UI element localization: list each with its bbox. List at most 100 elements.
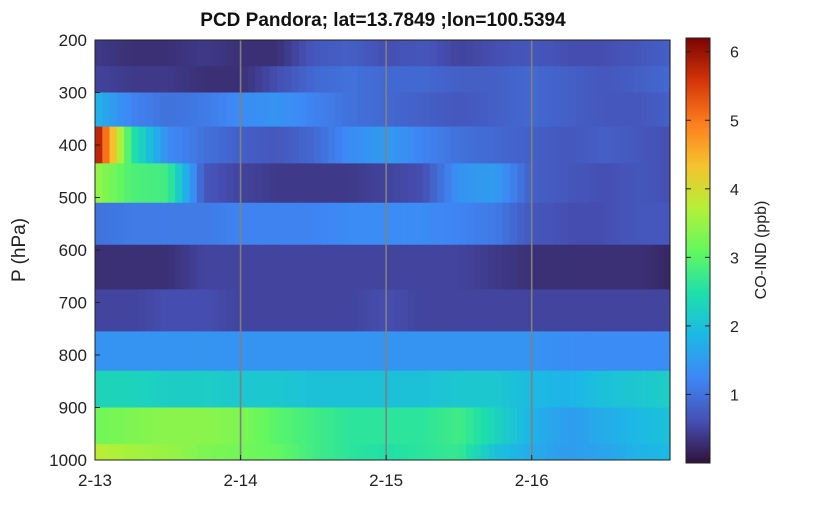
heatmap-cell <box>226 244 234 290</box>
heatmap-cell <box>327 202 336 246</box>
heatmap-cell <box>131 407 140 445</box>
heatmap-cell <box>131 370 140 408</box>
heatmap-cell <box>276 66 285 93</box>
heatmap-cell <box>473 66 482 93</box>
colorbar-tick-label: 6 <box>730 45 739 62</box>
heatmap-cell <box>546 40 555 67</box>
heatmap-cell <box>546 163 555 204</box>
heatmap-cell <box>175 407 183 445</box>
y-axis: 200 300 400 500 600 700 800 900 1000 <box>49 31 100 470</box>
heatmap-cell <box>276 92 285 128</box>
heatmap-cell <box>619 444 627 461</box>
heatmap-cell <box>422 126 431 164</box>
heatmap-cell <box>502 407 511 445</box>
heatmap-cell <box>658 92 665 128</box>
heatmap-cell <box>116 444 125 461</box>
heatmap-cell <box>524 202 533 246</box>
heatmap-cell <box>495 163 504 204</box>
heatmap-cell <box>182 331 191 372</box>
heatmap-cell <box>531 444 540 461</box>
heatmap-cell <box>204 202 213 246</box>
heatmap-cell <box>524 40 533 67</box>
heatmap-cell <box>131 163 140 204</box>
heatmap-cell <box>619 126 627 164</box>
heatmap-cell <box>320 92 329 128</box>
heatmap-cell <box>466 331 475 372</box>
heatmap-cell <box>211 331 220 372</box>
heatmap-cell <box>582 40 591 67</box>
heatmap-cell <box>182 370 191 408</box>
heatmap-cell <box>415 66 424 93</box>
heatmap-cell <box>589 66 598 93</box>
heatmap-cell <box>393 370 402 408</box>
heatmap-cell <box>538 66 547 93</box>
heatmap-cell <box>182 66 191 93</box>
heatmap-cell <box>640 289 648 332</box>
heatmap-cell <box>357 92 365 128</box>
heatmap-cell <box>589 163 598 204</box>
heatmap-cell <box>546 126 555 164</box>
heatmap-cell <box>109 289 118 332</box>
heatmap-cell <box>553 407 562 445</box>
heatmap-cell <box>553 202 562 246</box>
heatmap-cell <box>211 202 220 246</box>
heatmap-cell <box>400 370 409 408</box>
heatmap-cell <box>160 370 169 408</box>
heatmap-cell <box>664 40 671 67</box>
heatmap-cell <box>211 66 220 93</box>
heatmap-cell <box>357 202 365 246</box>
heatmap-cell <box>124 289 132 332</box>
heatmap-cell <box>611 244 620 290</box>
heatmap-cell <box>437 244 445 290</box>
heatmap-cell <box>291 40 300 67</box>
heatmap-cell <box>364 407 373 445</box>
heatmap-cell <box>611 40 620 67</box>
heatmap-cell <box>429 92 438 128</box>
heatmap-cell <box>95 163 103 204</box>
heatmap-cell <box>240 444 249 461</box>
heatmap-cell <box>182 407 191 445</box>
heatmap-cell <box>646 126 654 164</box>
heatmap-cell <box>167 370 176 408</box>
heatmap-cell <box>619 331 627 372</box>
heatmap-cell <box>582 126 591 164</box>
heatmap-cell <box>240 331 249 372</box>
heatmap-cell <box>342 40 351 67</box>
heatmap-cell <box>509 92 518 128</box>
heatmap-cell <box>633 202 642 246</box>
heatmap-cell <box>531 126 540 164</box>
heatmap-cell <box>291 289 300 332</box>
colorbar-tick-label: 5 <box>730 113 739 130</box>
heatmap-cell <box>658 289 665 332</box>
heatmap-cell <box>371 40 380 67</box>
heatmap-cell <box>138 126 147 164</box>
heatmap-cell <box>175 444 183 461</box>
heatmap-cell <box>524 66 533 93</box>
vertical-gridlines <box>239 40 533 460</box>
heatmap-cell <box>509 40 518 67</box>
heatmap-cell <box>291 370 300 408</box>
heatmap-cell <box>298 244 307 290</box>
heatmap-cell <box>582 289 591 332</box>
heatmap-cell <box>560 126 569 164</box>
heatmap-cell <box>349 244 358 290</box>
heatmap-cell <box>553 289 562 332</box>
heatmap-cell <box>182 202 191 246</box>
heatmap-cell <box>575 66 584 93</box>
heatmap-cell <box>604 244 613 290</box>
heatmap-cell <box>509 244 518 290</box>
heatmap-cell <box>658 163 665 204</box>
heatmap-cell <box>298 370 307 408</box>
heatmap-cell <box>131 289 140 332</box>
y-tick-label: 500 <box>59 189 87 208</box>
heatmap-cell <box>400 163 409 204</box>
heatmap-cell <box>189 331 198 372</box>
heatmap-cell <box>371 163 380 204</box>
heatmap-cell <box>658 66 665 93</box>
colorbar-ticks: 1 2 3 4 5 6 <box>686 45 739 404</box>
heatmap-cell <box>378 444 387 461</box>
heatmap-cell <box>626 444 635 461</box>
heatmap-cell <box>247 92 256 128</box>
heatmap-cell <box>284 92 293 128</box>
heatmap-cell <box>378 370 387 408</box>
